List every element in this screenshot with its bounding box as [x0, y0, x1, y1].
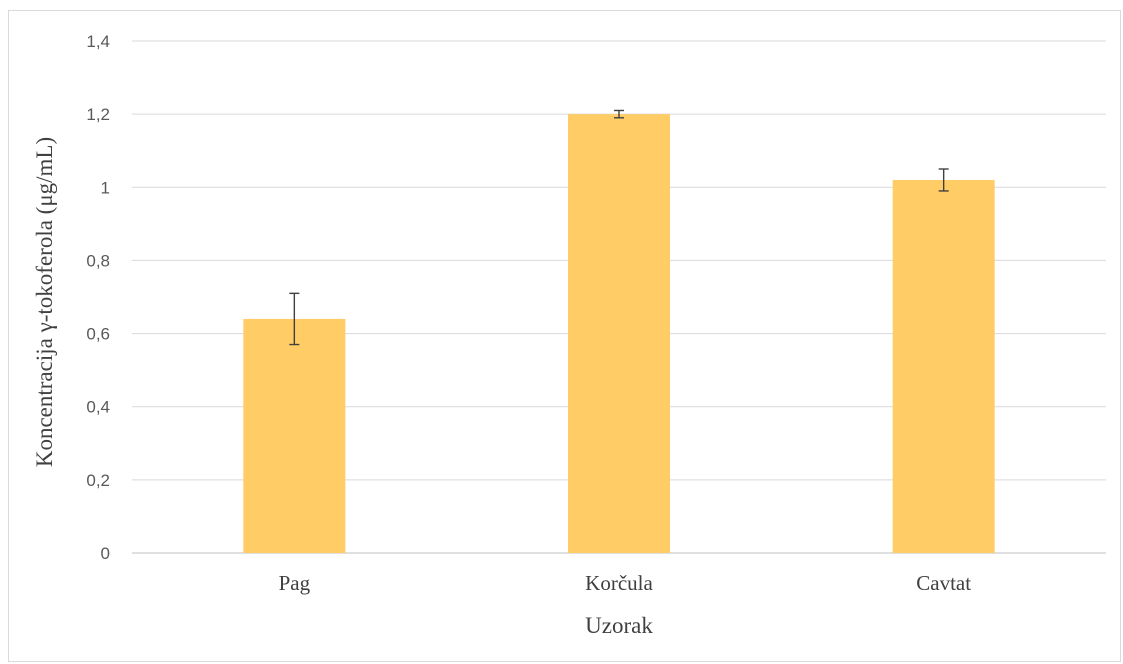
x-category-label: Korčula — [585, 571, 653, 595]
y-axis-title: Koncentracija γ-tokoferola (μg/mL) — [32, 137, 57, 467]
y-tick-label: 1,2 — [86, 105, 110, 124]
error-bar-cavtat — [938, 168, 949, 192]
y-tick-label: 1 — [101, 178, 110, 197]
bars — [243, 114, 995, 554]
x-category-label: Cavtat — [916, 571, 971, 595]
bar-korčula — [568, 114, 670, 554]
y-tick-label: 1,4 — [86, 32, 110, 51]
y-tick-label: 0 — [101, 544, 110, 563]
y-tick-label: 0,8 — [86, 251, 110, 270]
y-tick-labels: 0 0,2 0,4 0,6 0,8 1 1,2 1,4 — [86, 32, 110, 563]
error-bar-korčula — [614, 109, 624, 119]
x-category-labels: Pag Korčula Cavtat — [279, 571, 972, 595]
error-bar-pag — [289, 292, 300, 346]
bar-cavtat — [892, 179, 995, 553]
error-bars — [289, 109, 949, 346]
y-tick-label: 0,6 — [86, 325, 110, 344]
y-tick-label: 0,2 — [86, 471, 110, 490]
x-category-label: Pag — [279, 571, 311, 595]
bar-pag — [243, 318, 346, 553]
y-tick-label: 0,4 — [86, 398, 110, 417]
x-axis-title: Uzorak — [585, 613, 653, 638]
